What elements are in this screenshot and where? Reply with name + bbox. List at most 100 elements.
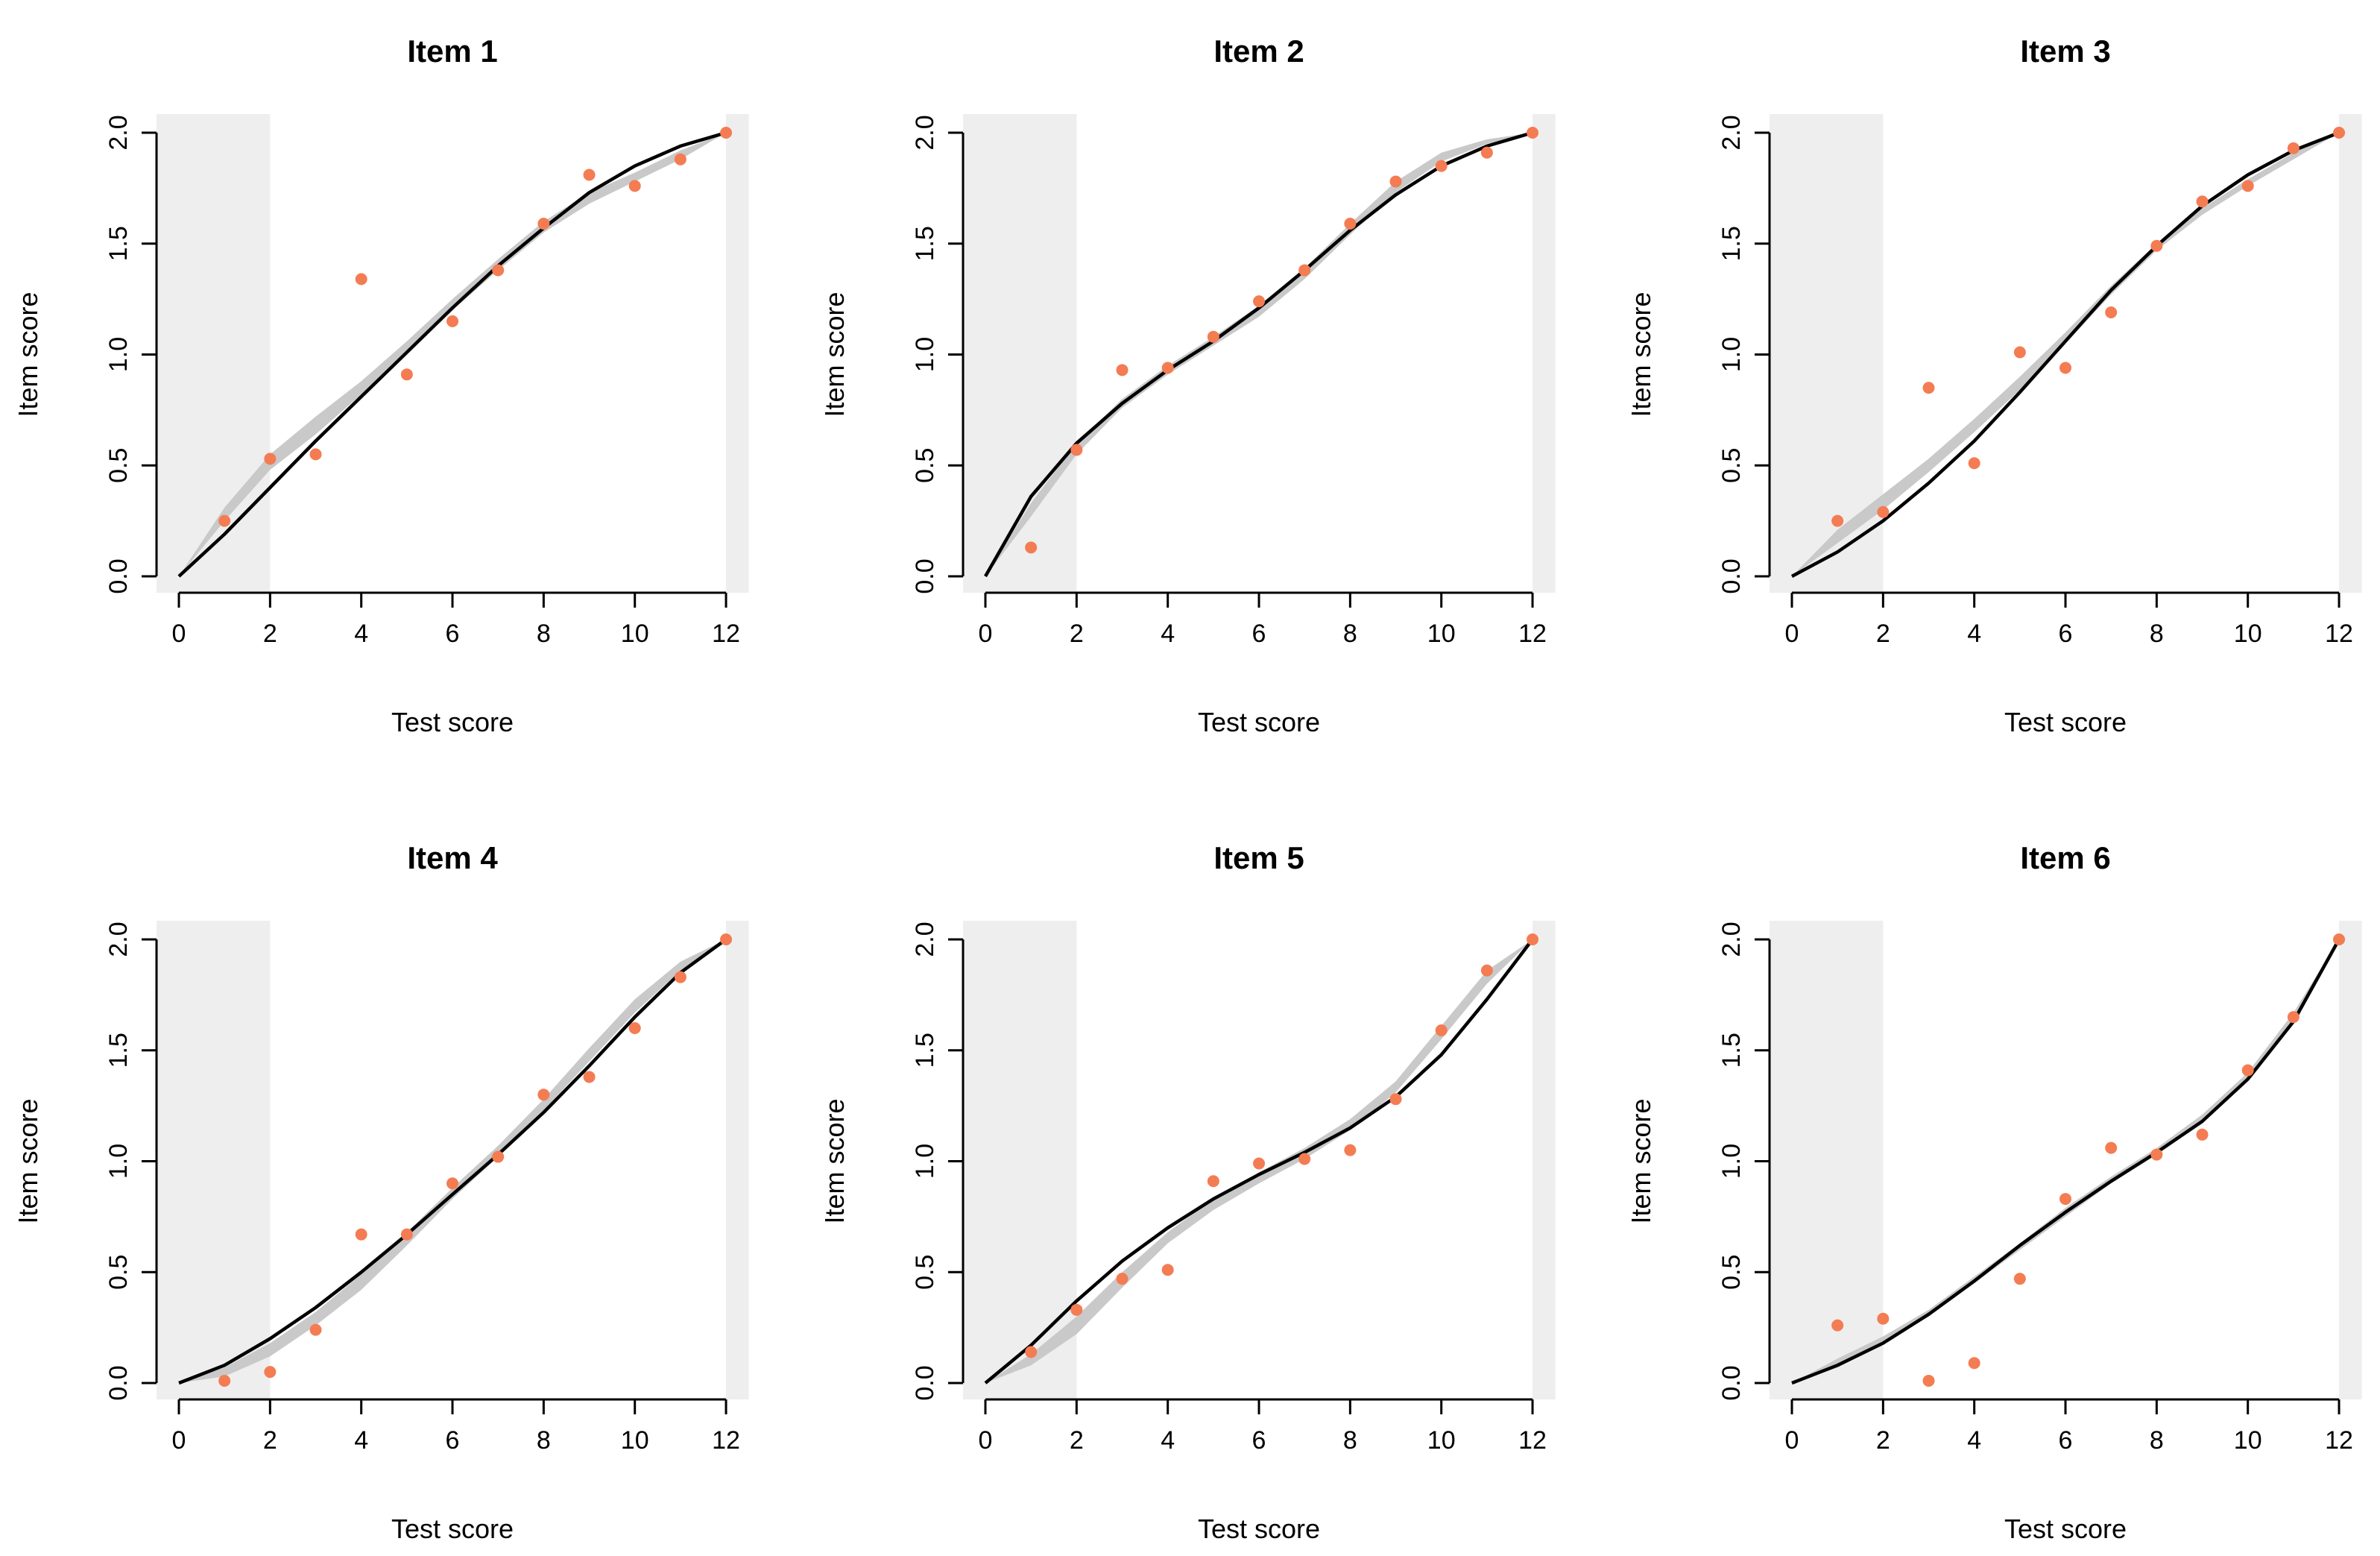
observed-point	[264, 1366, 277, 1379]
y-tick-label: 0.5	[1717, 1255, 1746, 1290]
x-tick-label: 2	[1876, 1426, 1890, 1455]
observed-point	[2105, 1141, 2118, 1154]
y-tick-label: 0.0	[104, 558, 133, 593]
observed-point	[674, 153, 686, 166]
observed-point	[400, 1228, 413, 1241]
y-axis-label: Item score	[819, 292, 850, 417]
x-tick-label: 10	[1427, 1426, 1456, 1455]
chart-panel-item-3: 0 2 4 6 8 10 12 0.0 0.5 1.0 1.5 2.0 Item 3 Test score…	[1626, 34, 2362, 737]
observed-point	[446, 315, 459, 327]
y-tick-label: 1.5	[911, 1033, 939, 1068]
x-axis-label: Test score	[1198, 1514, 1320, 1544]
observed-point	[2241, 180, 2254, 192]
x-tick-label: 2	[1070, 1426, 1084, 1455]
shaded-region-1	[157, 114, 271, 593]
observed-point	[2333, 933, 2346, 945]
shaded-region-2	[1533, 921, 1556, 1399]
observed-point	[1968, 1357, 1980, 1370]
x-tick-label: 12	[712, 620, 740, 648]
observed-point	[1435, 160, 1448, 172]
y-tick-label: 1.5	[1717, 226, 1746, 261]
shaded-region-2	[726, 114, 749, 593]
observed-point	[1922, 1375, 1935, 1388]
observed-point	[583, 1071, 596, 1083]
shaded-region-2	[1533, 114, 1556, 593]
x-tick-label: 6	[446, 620, 460, 648]
observed-point	[492, 1150, 505, 1163]
x-tick-label: 8	[2150, 1426, 2164, 1455]
observed-point	[2059, 1193, 2072, 1206]
x-tick-label: 4	[354, 1426, 368, 1455]
y-tick-label: 1.0	[911, 1144, 939, 1179]
y-tick-label: 0.0	[911, 1365, 939, 1400]
observed-point	[2287, 142, 2299, 154]
observed-point	[1435, 1024, 1448, 1036]
confidence-band	[1792, 133, 2339, 576]
y-tick-label: 0.5	[104, 448, 133, 483]
y-tick-label: 0.5	[104, 1255, 133, 1290]
x-tick-label: 6	[1252, 1426, 1266, 1455]
x-tick-label: 12	[712, 1426, 740, 1455]
y-tick-label: 0.5	[911, 448, 939, 483]
x-tick-label: 10	[2234, 1426, 2262, 1455]
observed-point	[674, 971, 686, 983]
shaded-region-1	[157, 921, 271, 1399]
confidence-band	[179, 939, 726, 1383]
shaded-region-2	[2339, 114, 2362, 593]
observed-point	[2196, 1128, 2209, 1141]
x-tick-label: 6	[1252, 620, 1266, 648]
observed-point	[218, 1375, 231, 1388]
observed-point	[1025, 541, 1038, 554]
observed-point	[1070, 1303, 1083, 1316]
y-tick-label: 0.0	[1717, 1365, 1746, 1400]
confidence-band	[985, 939, 1533, 1383]
x-axis-label: Test score	[391, 707, 514, 737]
panel-title: Item 1	[407, 34, 497, 69]
shaded-region-1	[963, 114, 1077, 593]
observed-point	[720, 127, 733, 139]
x-tick-label: 8	[537, 620, 551, 648]
x-tick-label: 0	[172, 1426, 186, 1455]
observed-point	[1253, 295, 1266, 308]
panel-title: Item 3	[2020, 34, 2110, 69]
x-tick-label: 10	[1427, 620, 1456, 648]
observed-point	[1161, 1264, 1174, 1276]
x-tick-label: 8	[537, 1426, 551, 1455]
x-tick-label: 8	[1343, 620, 1357, 648]
y-tick-label: 1.0	[1717, 1144, 1746, 1179]
observed-point	[1968, 457, 1980, 470]
x-tick-label: 2	[1070, 620, 1084, 648]
chart-panel-item-1: 0 2 4 6 8 10 12 0.0 0.5 1.0 1.5 2.0 Item 1 Test score…	[13, 34, 749, 737]
model-line	[984, 938, 1534, 1385]
observed-point	[628, 180, 641, 192]
observed-point	[1527, 933, 1539, 945]
observed-point	[1389, 175, 1402, 188]
x-tick-label: 12	[2325, 620, 2353, 648]
x-tick-label: 6	[446, 1426, 460, 1455]
observed-point	[355, 1228, 367, 1241]
observed-point	[2013, 1273, 2026, 1285]
observed-point	[1527, 127, 1539, 139]
chart-panel-item-5: 0 2 4 6 8 10 12 0.0 0.5 1.0 1.5 2.0 Item 5 Test score…	[819, 840, 1556, 1544]
observed-point	[1480, 964, 1493, 977]
x-tick-label: 4	[354, 620, 368, 648]
x-tick-label: 12	[1518, 620, 1547, 648]
y-tick-label: 2.0	[104, 922, 133, 957]
chart-panel-item-6: 0 2 4 6 8 10 12 0.0 0.5 1.0 1.5 2.0 Item 6 Test score…	[1626, 840, 2362, 1544]
observed-point	[1831, 514, 1844, 527]
observed-point	[1025, 1346, 1038, 1358]
x-tick-label: 6	[2059, 1426, 2073, 1455]
x-tick-label: 2	[1876, 620, 1890, 648]
x-tick-label: 0	[1785, 1426, 1799, 1455]
observed-point	[1298, 1153, 1311, 1165]
observed-point	[2150, 1148, 2163, 1161]
observed-point	[1877, 505, 1890, 518]
panel-title: Item 6	[2020, 840, 2110, 875]
shaded-region-1	[1770, 921, 1884, 1399]
x-tick-label: 10	[621, 1426, 649, 1455]
model-line	[178, 938, 727, 1385]
x-tick-label: 10	[621, 620, 649, 648]
y-tick-label: 0.0	[1717, 558, 1746, 593]
observed-point	[309, 1323, 322, 1336]
y-tick-label: 0.5	[911, 1255, 939, 1290]
